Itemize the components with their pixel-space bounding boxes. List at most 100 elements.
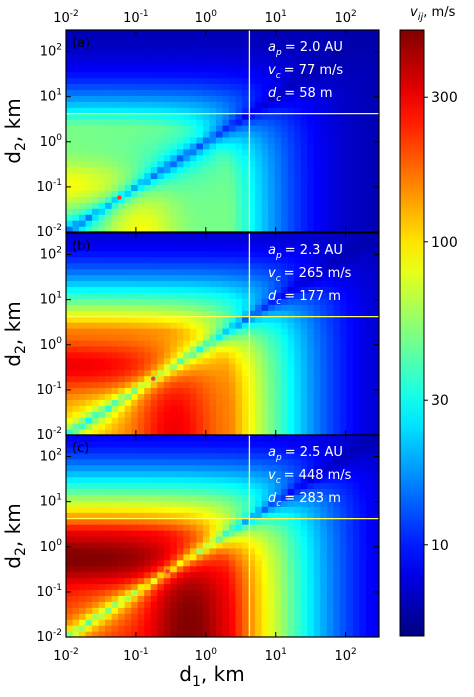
heatmap-cell xyxy=(268,202,276,209)
heatmap-cell xyxy=(300,256,308,264)
heatmap-cell xyxy=(287,53,295,61)
heatmap-cell xyxy=(150,411,158,418)
heatmap-cell xyxy=(294,298,302,305)
heatmap-cell xyxy=(333,595,341,602)
heatmap-cell xyxy=(255,500,263,507)
heatmap-cell xyxy=(66,470,74,478)
heatmap-cell xyxy=(359,190,367,197)
heatmap-cell xyxy=(131,464,139,472)
heatmap-cell xyxy=(137,65,145,73)
heatmap-cell xyxy=(333,541,341,549)
heatmap-cell xyxy=(196,256,204,264)
heatmap-cell xyxy=(287,446,295,454)
heatmap-cell xyxy=(118,512,126,519)
heatmap-cell xyxy=(131,423,139,430)
heatmap-cell xyxy=(307,119,315,126)
heatmap-cell xyxy=(118,601,126,608)
heatmap-cell xyxy=(248,536,256,543)
heatmap-cell xyxy=(222,214,230,221)
heatmap-cell xyxy=(313,559,321,567)
heatmap-cell xyxy=(72,559,80,567)
heatmap-cell xyxy=(196,35,204,43)
heatmap-cell xyxy=(131,154,139,162)
heatmap-cell xyxy=(287,488,295,496)
heatmap-cell xyxy=(92,345,100,353)
heatmap-cell xyxy=(215,250,224,258)
heatmap-cell xyxy=(248,328,256,335)
heatmap-cell xyxy=(137,476,145,484)
heatmap-cell xyxy=(202,95,211,102)
heatmap-cell xyxy=(352,464,361,472)
heatmap-cell xyxy=(189,524,198,531)
heatmap-cell xyxy=(300,351,308,359)
heatmap-cell xyxy=(274,208,282,215)
heatmap-cell xyxy=(261,304,269,311)
heatmap-cell xyxy=(300,553,308,561)
heatmap-cell xyxy=(300,577,308,585)
heatmap-cell xyxy=(183,47,191,55)
heatmap-cell xyxy=(242,59,250,67)
heatmap-cell xyxy=(242,494,250,501)
heatmap-cell xyxy=(242,119,250,126)
heatmap-cell xyxy=(72,262,80,270)
heatmap-cell xyxy=(111,476,119,484)
heatmap-cell xyxy=(163,83,171,91)
heatmap-cell xyxy=(98,113,106,120)
heatmap-cell xyxy=(176,119,184,126)
heatmap-cell xyxy=(85,244,93,252)
heatmap-cell xyxy=(150,571,158,579)
heatmap-cell xyxy=(92,298,100,305)
heatmap-cell xyxy=(79,250,87,258)
heatmap-cell xyxy=(261,41,269,49)
heatmap-cell xyxy=(215,565,224,573)
heatmap-cell xyxy=(352,571,361,579)
heatmap-cell xyxy=(170,530,178,537)
heatmap-cell xyxy=(294,375,302,383)
heatmap-cell xyxy=(79,214,87,221)
heatmap-cell xyxy=(111,518,119,525)
heatmap-cell xyxy=(189,244,198,252)
heatmap-cell xyxy=(72,292,80,299)
heatmap-cell xyxy=(124,524,132,531)
heatmap-cell xyxy=(137,387,145,395)
heatmap-cell xyxy=(66,577,74,585)
heatmap-cell xyxy=(365,375,374,383)
heatmap-cell xyxy=(222,559,230,567)
heatmap-cell xyxy=(176,488,184,496)
heatmap-cell xyxy=(170,429,178,435)
heatmap-cell xyxy=(170,89,178,96)
heatmap-cell xyxy=(215,500,224,507)
heatmap-cell xyxy=(307,304,315,311)
heatmap-cell xyxy=(287,589,295,597)
heatmap-cell xyxy=(66,351,74,359)
heatmap-cell xyxy=(346,154,354,162)
heatmap-cell xyxy=(176,101,184,108)
heatmap-cell xyxy=(66,89,74,96)
heatmap-cell xyxy=(326,101,334,108)
heatmap-cell xyxy=(372,328,379,335)
heatmap-cell xyxy=(359,399,367,406)
heatmap-cell xyxy=(372,172,379,180)
heatmap-cell xyxy=(209,59,217,67)
heatmap-cell xyxy=(339,559,347,567)
heatmap-cell xyxy=(222,190,230,197)
heatmap-cell xyxy=(72,172,80,180)
heatmap-cell xyxy=(163,631,171,637)
heatmap-cell xyxy=(313,89,321,96)
heatmap-cell xyxy=(287,83,295,91)
heatmap-cell xyxy=(300,583,308,591)
heatmap-cell xyxy=(72,369,80,377)
heatmap-cell xyxy=(189,351,198,359)
heatmap-cell xyxy=(307,357,315,365)
heatmap-cell xyxy=(150,250,158,258)
heatmap-cell xyxy=(320,178,328,186)
heatmap-cell xyxy=(333,166,341,174)
heatmap-cell xyxy=(150,482,158,490)
heatmap-cell xyxy=(215,316,224,323)
heatmap-cell xyxy=(333,464,341,472)
heatmap-cell xyxy=(229,411,237,418)
heatmap-cell xyxy=(300,190,308,197)
heatmap-cell xyxy=(144,262,152,270)
heatmap-cell xyxy=(261,607,269,614)
heatmap-cell xyxy=(359,202,367,209)
